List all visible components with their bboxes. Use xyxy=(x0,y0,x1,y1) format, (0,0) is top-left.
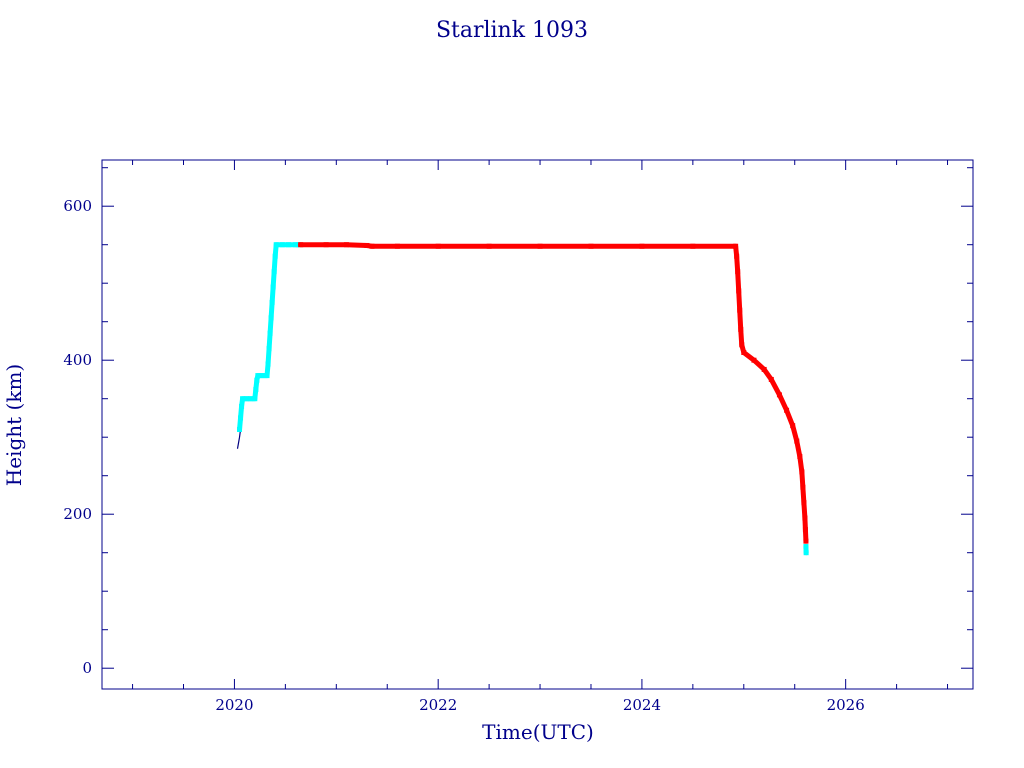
series-3 xyxy=(803,544,809,556)
x-tick-label: 2022 xyxy=(419,696,457,714)
data-point xyxy=(238,415,244,421)
data-point xyxy=(735,269,741,275)
data-point xyxy=(252,396,258,402)
data-point xyxy=(248,396,254,402)
data-point xyxy=(264,373,270,379)
data-point xyxy=(803,544,809,550)
data-point xyxy=(733,243,739,249)
y-tick-label: 600 xyxy=(63,197,92,215)
plot-frame xyxy=(101,159,974,690)
y-tick-label: 400 xyxy=(63,351,92,369)
x-axis-label: Time(UTC) xyxy=(482,720,594,744)
series-1 xyxy=(237,242,302,433)
data-point xyxy=(267,330,273,336)
x-tick-label: 2020 xyxy=(215,696,253,714)
y-tick-label: 0 xyxy=(82,659,92,677)
data-point xyxy=(323,242,329,248)
data-point xyxy=(799,469,805,475)
data-point xyxy=(394,243,400,249)
x-tick-labels: 2020 2022 2024 2026 xyxy=(215,696,864,714)
data-point xyxy=(790,423,796,429)
series-line xyxy=(236,429,242,449)
data-point xyxy=(734,253,740,259)
axis-ticks xyxy=(102,160,973,689)
y-tick-label: 200 xyxy=(63,505,92,523)
data-point xyxy=(588,243,594,249)
data-point xyxy=(279,242,285,248)
data-point xyxy=(369,243,375,249)
data-point xyxy=(776,392,782,398)
data-point xyxy=(761,366,767,372)
chart-title: Starlink 1093 xyxy=(436,18,588,43)
data-point xyxy=(803,538,809,544)
data-point xyxy=(343,242,349,248)
data-point xyxy=(802,515,808,521)
data-point xyxy=(259,373,265,379)
series-0 xyxy=(236,429,242,449)
data-point xyxy=(741,350,747,356)
data-point xyxy=(738,326,744,332)
data-series xyxy=(236,242,809,556)
data-point xyxy=(737,307,743,313)
data-point xyxy=(768,376,774,382)
data-point xyxy=(739,342,745,348)
x-tick-label: 2026 xyxy=(827,696,865,714)
series-2 xyxy=(298,242,809,544)
data-point xyxy=(690,243,696,249)
x-tick-label: 2024 xyxy=(623,696,661,714)
data-point xyxy=(298,242,304,248)
data-point xyxy=(802,527,808,533)
series-band xyxy=(298,242,809,544)
data-point xyxy=(270,284,276,290)
data-point xyxy=(639,243,645,249)
data-point xyxy=(266,346,272,352)
data-point xyxy=(253,386,259,392)
data-point xyxy=(272,253,278,259)
data-point xyxy=(244,396,250,402)
data-point xyxy=(273,242,279,248)
data-point xyxy=(736,288,742,294)
data-point xyxy=(751,357,757,363)
data-point xyxy=(254,377,260,383)
data-point xyxy=(239,403,245,409)
data-point xyxy=(800,484,806,490)
data-point xyxy=(803,550,809,556)
data-point xyxy=(265,361,271,367)
data-point xyxy=(364,242,370,248)
data-point xyxy=(285,242,291,248)
data-point xyxy=(293,242,299,248)
data-point xyxy=(486,243,492,249)
data-point xyxy=(237,427,243,433)
data-point xyxy=(269,299,275,305)
data-point xyxy=(271,269,277,275)
data-point xyxy=(268,315,274,321)
data-point xyxy=(255,373,261,379)
data-point xyxy=(784,407,790,413)
data-point xyxy=(794,438,800,444)
data-point xyxy=(435,243,441,249)
y-axis-label: Height (km) xyxy=(2,364,26,486)
y-tick-labels: 0 200 400 600 xyxy=(63,197,92,677)
data-point xyxy=(240,396,246,402)
series-band xyxy=(237,242,302,433)
data-point xyxy=(537,243,543,249)
data-point xyxy=(797,453,803,459)
data-point xyxy=(801,500,807,506)
